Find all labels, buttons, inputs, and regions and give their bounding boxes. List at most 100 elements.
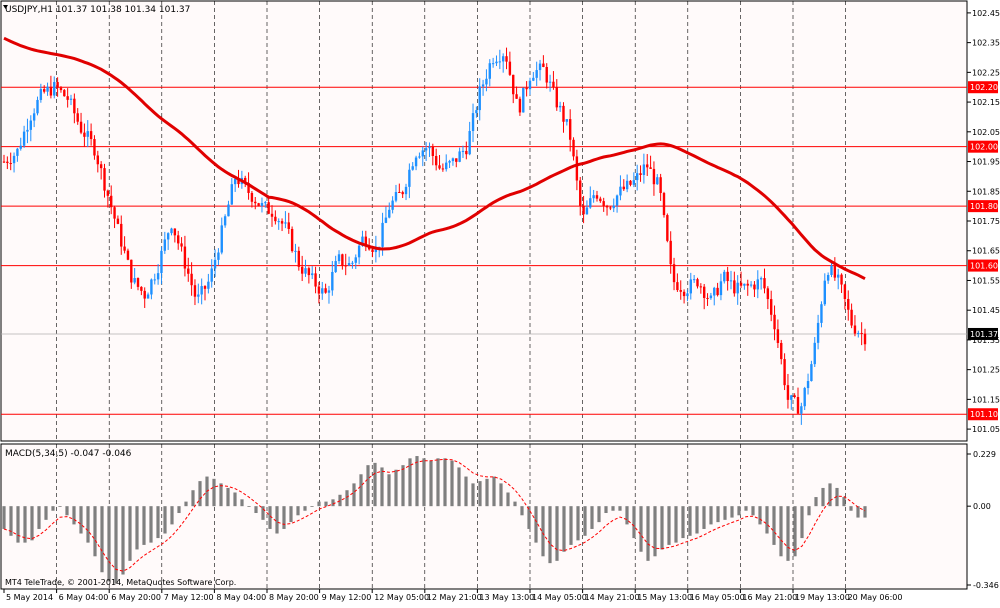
current-price-label: 101.37 xyxy=(970,330,998,339)
candle-body xyxy=(133,278,136,283)
candle-body xyxy=(605,206,609,208)
candle-body xyxy=(130,259,133,283)
candle-body xyxy=(274,216,277,222)
macd-bar xyxy=(786,506,790,561)
candle-body xyxy=(120,223,123,247)
level-label-box xyxy=(968,140,998,153)
macd-bar xyxy=(618,506,622,511)
y-tick-label: 101.95 xyxy=(972,158,1000,167)
candle-body xyxy=(227,204,230,217)
candle-body xyxy=(56,82,59,88)
candle-body xyxy=(388,209,391,218)
x-tick-label: 8 May 20:00 xyxy=(269,593,319,602)
candle-body xyxy=(32,113,36,121)
y-tick-label: 101.45 xyxy=(972,306,1000,315)
candle-body xyxy=(599,198,602,202)
y-tick-label: 101.75 xyxy=(972,217,1000,226)
candle-body xyxy=(381,222,384,247)
candle-body xyxy=(421,150,424,157)
candle-body xyxy=(847,298,850,310)
collapse-arrow-icon[interactable] xyxy=(3,5,8,9)
candle-body xyxy=(183,246,187,269)
macd-bar xyxy=(9,506,13,536)
candle-body xyxy=(29,120,33,130)
macd-bar xyxy=(555,506,559,561)
candle-body xyxy=(193,285,197,297)
candle-body xyxy=(508,61,512,75)
macd-bar xyxy=(37,506,41,529)
candle-body xyxy=(207,281,210,289)
candle-body xyxy=(126,250,130,260)
candle-body xyxy=(840,274,843,285)
macd-bar xyxy=(219,483,223,507)
current-price-box xyxy=(968,327,998,340)
macd-bar xyxy=(835,487,839,507)
candle-body xyxy=(223,216,227,226)
macd-panel xyxy=(0,443,968,590)
x-tick-label: 12 May 05:00 xyxy=(374,593,429,602)
candle-body xyxy=(753,284,756,290)
candle-body xyxy=(589,198,592,208)
candle-body xyxy=(773,314,776,330)
macd-bar xyxy=(58,506,62,507)
candle-body xyxy=(324,288,327,293)
candle-body xyxy=(746,283,749,286)
macd-header: MACD(5,34,5) -0.047 -0.046 xyxy=(5,449,132,459)
candle-body xyxy=(401,192,404,195)
macd-y-tick-label: 0.00 xyxy=(973,502,991,511)
candle-body xyxy=(143,290,146,299)
candle-body xyxy=(9,163,12,165)
candle-body xyxy=(233,178,237,185)
macd-bar xyxy=(30,506,34,541)
candle-body xyxy=(177,235,180,244)
candle-body xyxy=(361,236,364,246)
macd-bar xyxy=(156,506,160,539)
macd-bar xyxy=(471,483,475,507)
candle-body xyxy=(63,90,66,97)
candle-body xyxy=(46,86,49,92)
macd-bar xyxy=(548,506,552,564)
candle-body xyxy=(213,259,217,269)
macd-bar xyxy=(856,506,860,518)
macd-bar xyxy=(163,506,167,534)
macd-bar xyxy=(478,481,482,507)
y-tick-label: 101.05 xyxy=(972,425,1000,434)
x-tick-label: 6 May 20:00 xyxy=(111,593,161,602)
macd-bar xyxy=(380,467,384,507)
candle-body xyxy=(334,261,337,272)
candle-body xyxy=(579,180,582,206)
candle-body xyxy=(682,291,686,297)
macd-bar xyxy=(261,506,265,520)
macd-bar xyxy=(373,462,377,507)
candle-body xyxy=(341,254,344,266)
candle-body xyxy=(528,80,532,90)
candle-body xyxy=(445,162,448,170)
candle-body xyxy=(572,139,575,157)
macd-bar xyxy=(814,497,818,507)
candle-body xyxy=(729,280,733,282)
candle-body xyxy=(200,286,203,295)
level-label: 102.20 xyxy=(970,83,998,92)
macd-bar xyxy=(695,506,699,534)
candle-body xyxy=(679,290,682,292)
candle-body xyxy=(22,131,26,146)
candle-body xyxy=(89,131,93,140)
macd-bar xyxy=(331,499,335,507)
candle-body xyxy=(575,156,579,181)
macd-bar xyxy=(324,501,328,507)
macd-bar xyxy=(625,506,629,525)
x-tick-label: 9 May 12:00 xyxy=(322,593,372,602)
horizontal-levels xyxy=(1,86,967,415)
candle-body xyxy=(592,195,595,199)
candle-body xyxy=(438,165,441,169)
candle-body xyxy=(86,131,89,137)
candle-body xyxy=(190,273,193,286)
candle-body xyxy=(716,287,719,296)
candle-body xyxy=(458,151,461,162)
macd-axis: 0.229 0.00 -0.346 xyxy=(967,450,999,590)
candle-body xyxy=(702,286,706,298)
candle-body xyxy=(491,63,495,65)
candle-body xyxy=(853,325,857,334)
macd-bar xyxy=(562,506,566,552)
